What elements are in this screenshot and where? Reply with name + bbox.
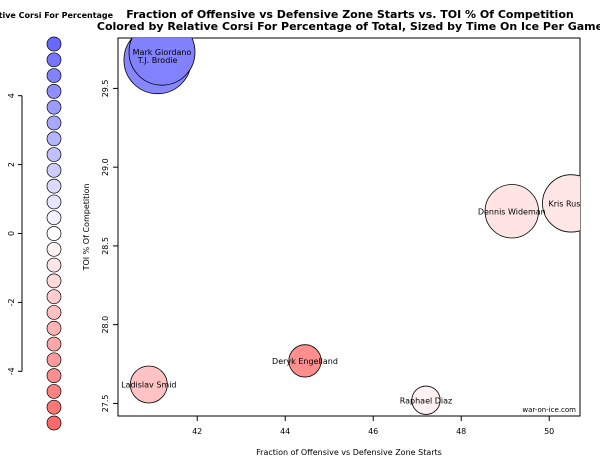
point-label: T.J. Brodie — [137, 56, 178, 65]
legend-swatch — [46, 399, 62, 415]
legend-tick-label: 4 — [7, 93, 16, 98]
y-tick-label: 28.0 — [101, 316, 110, 334]
legend-tick-label: 0 — [7, 231, 16, 236]
point-bubble — [484, 184, 539, 239]
point-label: Ladislav Smid — [121, 381, 176, 390]
point-bubble — [411, 385, 441, 415]
legend-swatch — [46, 68, 62, 83]
legend-swatch — [46, 368, 62, 383]
legend-swatch — [46, 36, 62, 52]
legend-swatch — [46, 194, 62, 210]
legend-swatch — [46, 336, 62, 352]
legend-swatch — [46, 320, 62, 336]
legend-swatch — [46, 305, 62, 320]
point-label: Deryk Engelland — [272, 357, 338, 366]
x-tick-label: 50 — [544, 427, 554, 436]
y-tick-label: 29.5 — [101, 79, 110, 97]
y-axis: 27.5 28.0 28.5 29.0 29.5 — [101, 79, 118, 412]
x-tick-label: 42 — [192, 427, 202, 436]
y-axis-label: TOI % Of Competition — [82, 184, 91, 272]
legend-swatch — [46, 415, 62, 431]
legend-swatch — [46, 210, 62, 226]
chart-title-line1: Fraction of Offensive vs Defensive Zone … — [126, 8, 573, 21]
watermark: war-on-ice.com — [522, 406, 576, 414]
x-axis-label: Fraction of Offensive vs Defensive Zone … — [256, 448, 442, 457]
legend-swatch — [46, 115, 62, 131]
legend-swatch — [46, 178, 62, 194]
y-tick-label: 29.0 — [101, 158, 110, 176]
x-tick-label: 44 — [280, 427, 290, 436]
legend-tick-label: 2 — [7, 162, 16, 167]
legend-swatch — [46, 257, 62, 273]
legend-swatch — [46, 289, 62, 305]
point-label: Mark Giordano — [133, 48, 192, 57]
legend-swatch — [46, 99, 62, 115]
y-tick-label: 28.5 — [101, 237, 110, 255]
legend-tick-label: -4 — [7, 367, 16, 375]
point-label: Dennis Wideman — [478, 207, 546, 216]
legend-swatch — [46, 273, 62, 289]
legend-swatch — [46, 241, 62, 257]
x-axis: 42 44 46 48 50 — [192, 416, 554, 436]
color-legend: Relative Corsi For Percentage 4 2 0 -2 -4 — [0, 11, 114, 431]
point-label: Raphael Diaz — [400, 396, 453, 405]
legend-swatch — [46, 162, 62, 178]
legend-swatch — [46, 52, 62, 68]
legend-tick-label: -2 — [7, 298, 16, 306]
x-tick-label: 46 — [368, 427, 378, 436]
legend-swatch — [46, 226, 62, 241]
point-label: Kris Russell — [548, 199, 593, 208]
legend-swatches — [46, 36, 62, 431]
legend-swatch — [46, 384, 62, 399]
legend-axis: 4 2 0 -2 -4 — [7, 93, 23, 375]
point-bubble — [288, 344, 322, 378]
point-bubble — [129, 365, 168, 404]
point-bubble — [128, 38, 196, 86]
legend-swatch — [46, 147, 62, 162]
legend-title: Relative Corsi For Percentage — [0, 11, 114, 20]
y-tick-label: 27.5 — [101, 394, 110, 412]
chart-title-line2: Colored by Relative Corsi For Percentage… — [97, 20, 600, 33]
legend-swatch — [46, 84, 62, 99]
x-tick-label: 48 — [456, 427, 466, 436]
point-bubble — [542, 174, 580, 233]
legend-swatch — [46, 131, 62, 147]
axes: 42 44 46 48 50 27.5 28.0 28.5 29.0 29.5 — [101, 79, 554, 436]
legend-swatch — [46, 352, 62, 368]
